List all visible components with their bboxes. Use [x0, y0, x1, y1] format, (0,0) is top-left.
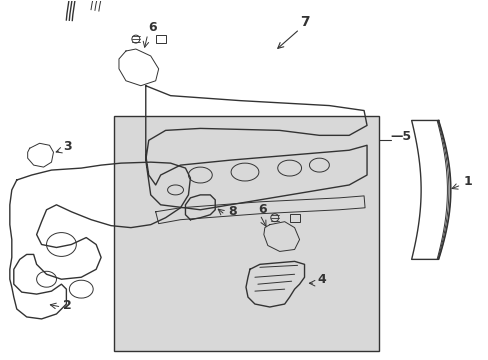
Text: 6: 6: [257, 203, 266, 216]
Bar: [289, 214, 299, 222]
Text: 3: 3: [63, 140, 72, 153]
Text: 1: 1: [462, 175, 471, 188]
Text: 7: 7: [299, 15, 309, 29]
Bar: [155, 35, 165, 43]
FancyBboxPatch shape: [114, 116, 378, 351]
Text: 8: 8: [228, 205, 236, 218]
Text: 4: 4: [317, 273, 325, 286]
Text: —5: —5: [390, 130, 411, 143]
Text: 6: 6: [148, 21, 157, 34]
Text: 2: 2: [63, 299, 72, 312]
